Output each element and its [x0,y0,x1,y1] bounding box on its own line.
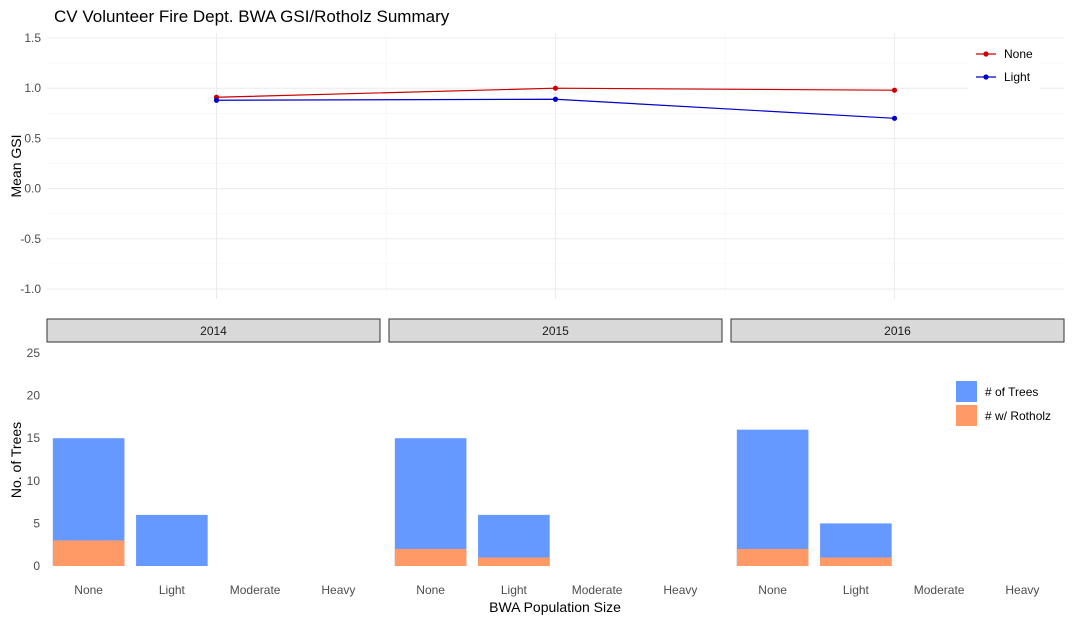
bar-y-axis-title: No. of Trees [8,422,24,498]
bar-y-tick-label: 5 [33,516,40,530]
bar-x-tick-label: Moderate [914,583,965,597]
line-series-group [213,85,898,121]
legend-key-point-none [983,51,989,57]
bar-rotholz [52,540,125,566]
line-y-tick-label: 0.5 [24,131,41,145]
bar-rotholz [478,557,550,566]
bar-y-tick-label: 15 [27,431,41,445]
bar-trees [136,514,208,566]
bar-x-tick-label: None [758,583,787,597]
legend-key-point-light [983,74,989,80]
line-point-none [552,85,559,91]
bar-group [52,429,892,566]
bar-panel: 0 5 10 15 20 25 No. of Trees None Light Moderat… [8,346,1051,615]
line-y-tick-label: -0.5 [20,232,41,246]
bar-trees [394,438,467,566]
bar-x-tick-label: Heavy [321,583,355,597]
line-y-tick-label: 0.0 [24,182,41,196]
chart-title: CV Volunteer Fire Dept. BWA GSI/Rotholz … [54,7,450,26]
bar-y-tick-label: 25 [27,346,41,360]
bar-y-tick-label: 10 [27,474,41,488]
line-gridlines [47,33,1064,299]
line-point-light [213,97,220,103]
bar-x-tick-label: Heavy [663,583,697,597]
facet-strip-2014 [46,318,381,343]
bar-x-axis-title: BWA Population Size [489,599,621,615]
bar-legend-label: # w/ Rotholz [985,409,1051,423]
bar-y-tick-label: 20 [27,389,41,403]
line-panel: -1.0 -0.5 0.0 0.5 1.0 1.5 Mean GSI None Light [8,31,1064,299]
line-y-axis-title: Mean GSI [8,134,24,197]
bar-legend: # of Trees # w/ Rotholz [956,381,1051,426]
facet-strip-label: 2014 [200,324,227,338]
bar-y-tick-label: 0 [33,559,40,573]
line-y-ticks: -1.0 -0.5 0.0 0.5 1.0 1.5 [20,31,41,296]
bar-x-tick-label: None [416,583,445,597]
line-y-tick-label: 1.0 [24,81,41,95]
line-y-tick-label: -1.0 [20,282,41,296]
bar-y-ticks: 0 5 10 15 20 25 [27,346,41,573]
bar-x-tick-label: Light [501,583,528,597]
bar-x-tick-label: None [74,583,103,597]
line-point-none [891,87,898,93]
line-point-light [552,96,559,102]
bar-trees [736,429,809,566]
bar-x-tick-label: Moderate [572,583,623,597]
line-point-light [891,115,898,121]
bar-x-tick-label: Light [843,583,870,597]
facet-strip-2015 [388,318,723,343]
bar-rotholz [394,548,467,566]
facet-strip-2016 [730,318,1065,343]
facet-strip-label: 2015 [542,324,569,338]
bar-x-tick-label: Heavy [1005,583,1039,597]
legend-label-none: None [1004,47,1033,61]
facet-strip-label: 2016 [884,324,911,338]
facet-strips: 2014 2015 2016 [46,318,1065,343]
line-y-tick-label: 1.5 [24,31,41,45]
bar-x-tick-label: Light [159,583,186,597]
bar-rotholz [736,548,809,566]
bar-legend-key-trees [956,381,977,402]
line-legend: None Light [968,42,1040,92]
bar-legend-key-rotholz [956,405,977,426]
legend-label-light: Light [1004,70,1031,84]
bar-rotholz [820,557,892,566]
bar-x-ticks: None Light Moderate Heavy None Light Moderate H… [74,583,1039,597]
bar-x-tick-label: Moderate [230,583,281,597]
line-legend-bg [968,42,1040,92]
bar-legend-label: # of Trees [985,385,1038,399]
